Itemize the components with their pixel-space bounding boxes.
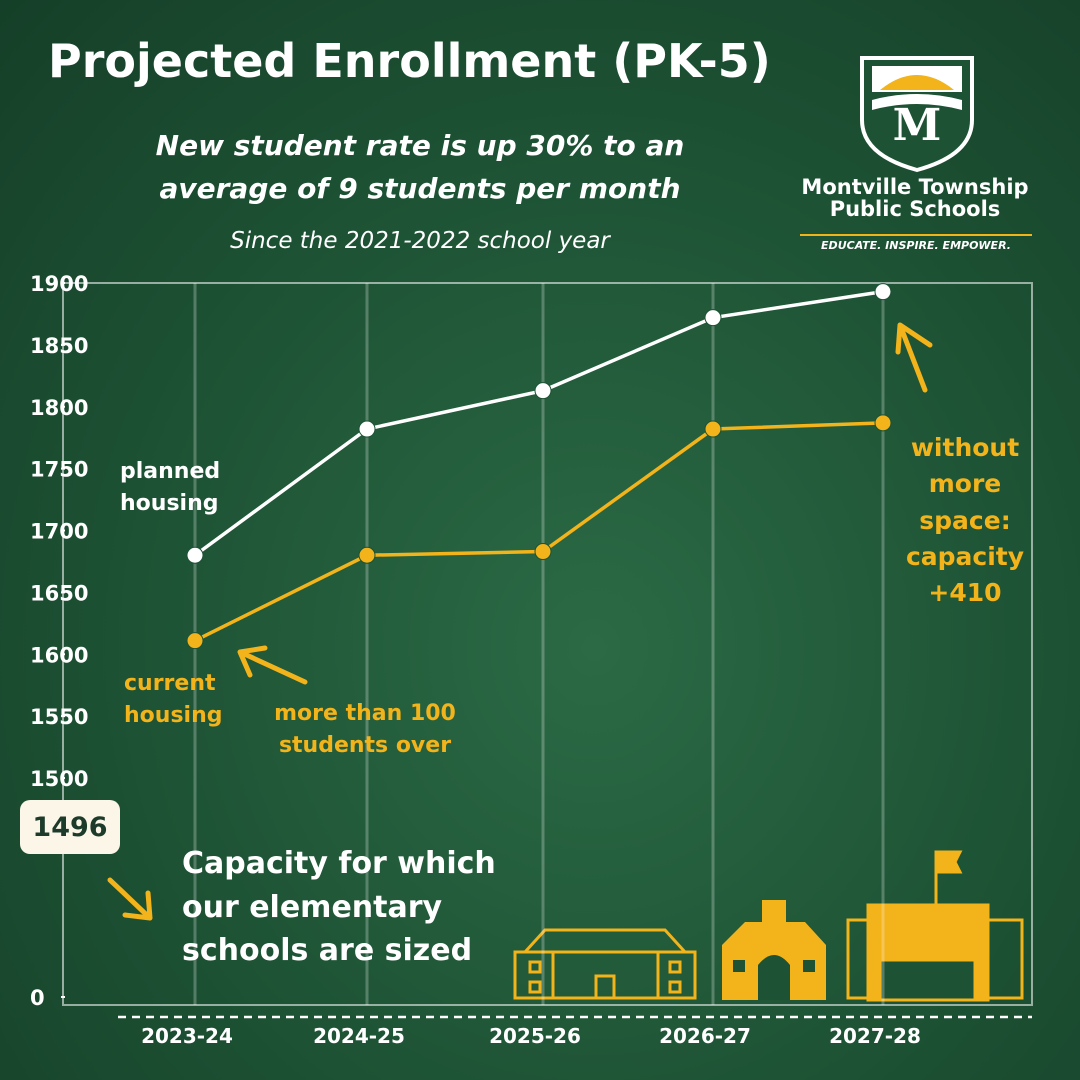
annotation: more than 100 students over (274, 701, 456, 758)
plot-frame (62, 282, 1033, 1006)
logo-line: Montville Township (801, 175, 1029, 199)
data-point (358, 420, 376, 438)
school-icon-3 (846, 850, 1024, 1002)
series-label: planned housing (120, 459, 221, 516)
data-point (186, 546, 204, 564)
y-tick-label: 0 (30, 986, 45, 1010)
note: Since the 2021-2022 school year (230, 228, 610, 254)
y-tick-label: 1550 (30, 705, 88, 729)
x-tick-label: 2024-25 (313, 1024, 405, 1048)
y-tick-label: 1650 (30, 581, 88, 605)
x-tick-label: 2025-26 (489, 1024, 581, 1048)
x-tick-label: 2027-28 (829, 1024, 921, 1048)
y-tick-label: 1700 (30, 520, 88, 544)
x-tick-label: 2023-24 (141, 1024, 233, 1048)
data-point (874, 283, 892, 301)
logo-name: Montville Township Public Schools (790, 176, 1040, 220)
data-point (704, 420, 722, 438)
series-line (194, 421, 884, 643)
data-point (874, 414, 892, 432)
logo-tagline: EDUCATE. INSPIRE. EMPOWER. (800, 234, 1032, 252)
y-tick-label: 1800 (30, 396, 88, 420)
subtitle: New student rate is up 30% to an average… (155, 129, 685, 206)
logo-shield: M (860, 56, 974, 173)
y-tick-label: 1500 (30, 767, 88, 791)
data-point (534, 382, 552, 400)
arrow (895, 322, 933, 393)
series-label: current housing (124, 671, 223, 728)
y-tick-label: 1900 (30, 272, 88, 296)
annotation: without more space: capacity +410 (905, 433, 1025, 607)
x-tick-label: 2026-27 (659, 1024, 751, 1048)
capacity-label: Capacity for which our elementary school… (182, 846, 496, 968)
y-tick-label: 1850 (30, 334, 88, 358)
y-tick-label: 1600 (30, 643, 88, 667)
data-point (186, 632, 204, 650)
arrow (237, 645, 308, 685)
school-icon-2 (722, 900, 826, 1000)
data-point (534, 543, 552, 561)
data-point (358, 546, 376, 564)
school-icons (513, 928, 697, 1000)
y-tick-label: 1750 (30, 458, 88, 482)
svg-text:M: M (893, 100, 942, 151)
logo-line: Public Schools (829, 197, 1001, 222)
data-point (704, 309, 722, 327)
capacity-value: 1496 (20, 800, 120, 854)
arrow (107, 877, 153, 921)
series-line (193, 289, 884, 557)
chart-title: Projected Enrollment (PK-5) (48, 34, 771, 88)
